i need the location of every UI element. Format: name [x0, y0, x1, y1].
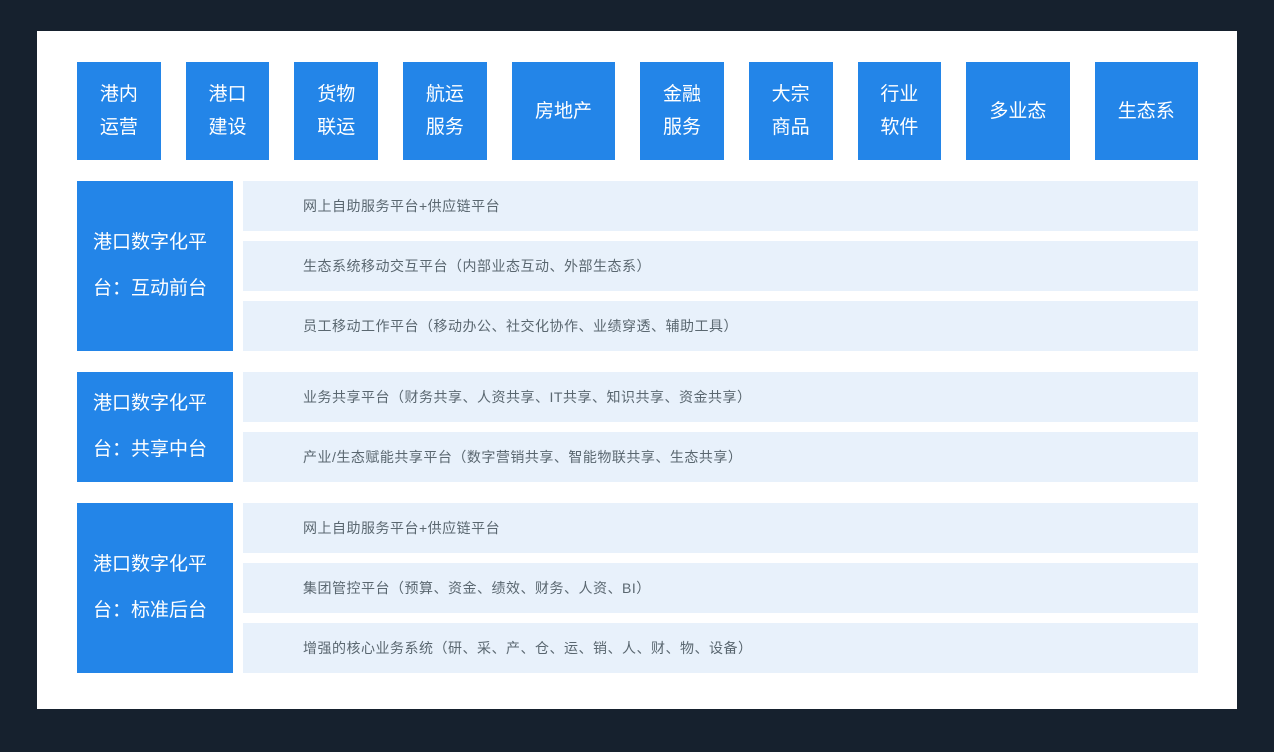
platform-row-online-self-service: 网上自助服务平台+供应链平台: [243, 503, 1198, 553]
block-port-internal-operations: 港内 运营: [77, 62, 161, 160]
business-domain-blocks: 港内 运营 港口 建设 货物 联运 航运 服务 房地产 金融 服务 大宗 商品 …: [77, 62, 1198, 160]
block-bulk-commodities: 大宗 商品: [748, 62, 833, 160]
section-shared-middle-platform: 港口数字化平 台：共享中台 业务共享平台（财务共享、人资共享、IT共享、知识共享…: [77, 372, 1198, 482]
block-port-construction: 港口 建设: [185, 62, 270, 160]
block-industry-software: 行业 软件: [857, 62, 942, 160]
platform-row-online-self-service: 网上自助服务平台+供应链平台: [243, 181, 1198, 231]
section-rows: 网上自助服务平台+供应链平台 集团管控平台（预算、资金、绩效、财务、人资、BI）…: [243, 503, 1198, 673]
platform-row-employee-mobile-work: 员工移动工作平台（移动办公、社交化协作、业绩穿透、辅助工具）: [243, 301, 1198, 351]
block-cargo-intermodal: 货物 联运: [294, 62, 379, 160]
block-ecosystem: 生态系: [1094, 62, 1198, 160]
diagram-card: 港内 运营 港口 建设 货物 联运 航运 服务 房地产 金融 服务 大宗 商品 …: [37, 31, 1237, 709]
platform-row-business-sharing: 业务共享平台（财务共享、人资共享、IT共享、知识共享、资金共享）: [243, 372, 1198, 422]
block-multi-business: 多业态: [966, 62, 1070, 160]
platform-row-ecosystem-mobile-interaction: 生态系统移动交互平台（内部业态互动、外部生态系）: [243, 241, 1198, 291]
section-title-shared-middle: 港口数字化平 台：共享中台: [77, 372, 233, 482]
block-financial-services: 金融 服务: [640, 62, 724, 160]
section-interactive-front-platform: 港口数字化平 台：互动前台 网上自助服务平台+供应链平台 生态系统移动交互平台（…: [77, 181, 1198, 351]
section-rows: 网上自助服务平台+供应链平台 生态系统移动交互平台（内部业态互动、外部生态系） …: [243, 181, 1198, 351]
section-standard-back-platform: 港口数字化平 台：标准后台 网上自助服务平台+供应链平台 集团管控平台（预算、资…: [77, 503, 1198, 673]
block-shipping-services: 航运 服务: [403, 62, 487, 160]
block-real-estate: 房地产: [511, 62, 616, 160]
platform-row-enhanced-core-business-systems: 增强的核心业务系统（研、采、产、仓、运、销、人、财、物、设备）: [243, 623, 1198, 673]
section-title-interactive-front: 港口数字化平 台：互动前台: [77, 181, 233, 351]
section-title-standard-back: 港口数字化平 台：标准后台: [77, 503, 233, 673]
platform-row-industry-ecosystem-enablement: 产业/生态赋能共享平台（数字营销共享、智能物联共享、生态共享）: [243, 432, 1198, 482]
platform-row-group-management-control: 集团管控平台（预算、资金、绩效、财务、人资、BI）: [243, 563, 1198, 613]
section-rows: 业务共享平台（财务共享、人资共享、IT共享、知识共享、资金共享） 产业/生态赋能…: [243, 372, 1198, 482]
